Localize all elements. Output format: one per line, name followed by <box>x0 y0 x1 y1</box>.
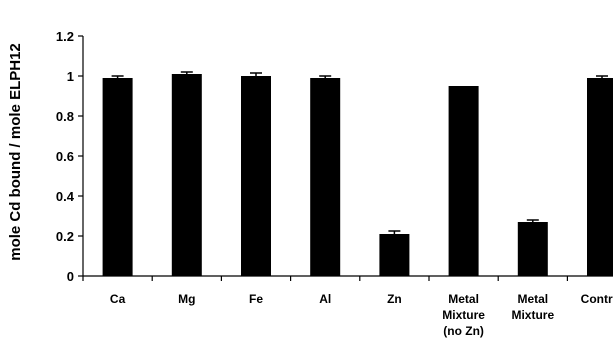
x-tick-label: Metal <box>517 292 548 306</box>
bar <box>587 78 613 276</box>
y-tick-label: 0.6 <box>56 149 74 164</box>
bar <box>448 86 479 276</box>
x-tick-label: Zn <box>387 292 402 306</box>
bar <box>241 76 271 276</box>
bar <box>171 74 202 276</box>
bar <box>517 222 548 276</box>
y-tick-label: 1 <box>67 69 74 84</box>
x-tick-label: Metal <box>448 292 479 306</box>
x-tick-label: Mixture <box>442 308 485 322</box>
bar <box>379 234 410 276</box>
y-tick-label: 1.2 <box>56 29 74 44</box>
bar <box>310 78 341 276</box>
plot-area: 0 0.2 0.4 0.6 0.8 1 1.2 Ca Mg Fe Al Zn Metal Mixture (… <box>56 29 613 338</box>
x-tick-label: Al <box>319 292 331 306</box>
y-tick-label: 0.8 <box>56 109 74 124</box>
x-tick-label: Fe <box>249 292 263 306</box>
bar <box>102 78 133 276</box>
x-tick-label: Ca <box>110 292 126 306</box>
x-tick-label: Mg <box>178 292 195 306</box>
x-tick-label: Mixture <box>511 308 554 322</box>
x-tick-label: (no Zn) <box>443 324 484 338</box>
y-tick-label: 0.4 <box>56 189 75 204</box>
y-tick-label: 0.2 <box>56 229 74 244</box>
y-axis-title: mole Cd bound / mole ELPH12 <box>7 43 24 261</box>
x-tick-label: Control <box>581 292 613 306</box>
y-tick-label: 0 <box>67 269 74 284</box>
